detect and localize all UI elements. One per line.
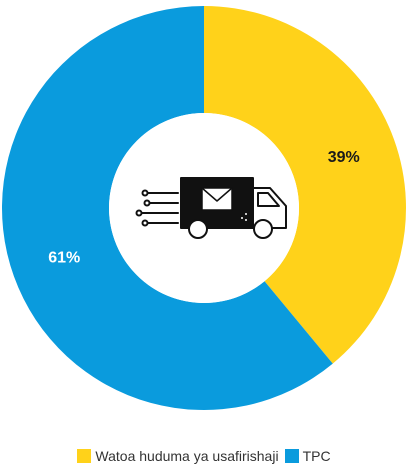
legend-swatch-watoa (77, 449, 92, 463)
legend-label-watoa: Watoa huduma ya usafirishaji (95, 448, 279, 464)
legend-item-tpc: TPC (284, 448, 331, 464)
slice-watoa (204, 6, 406, 364)
slice-label-watoa: 39% (328, 149, 360, 166)
slice-label-tpc: 61% (48, 250, 80, 267)
legend-label-tpc: TPC (302, 448, 331, 464)
mail-truck-icon (135, 177, 287, 239)
slice-tpc (1, 6, 333, 410)
legend-item-watoa: Watoa huduma ya usafirishaji (77, 448, 279, 464)
slice-labels: 39% 61% (48, 149, 359, 267)
legend: Watoa huduma ya usafirishaji TPC (0, 448, 408, 464)
legend-swatch-tpc (284, 449, 299, 463)
